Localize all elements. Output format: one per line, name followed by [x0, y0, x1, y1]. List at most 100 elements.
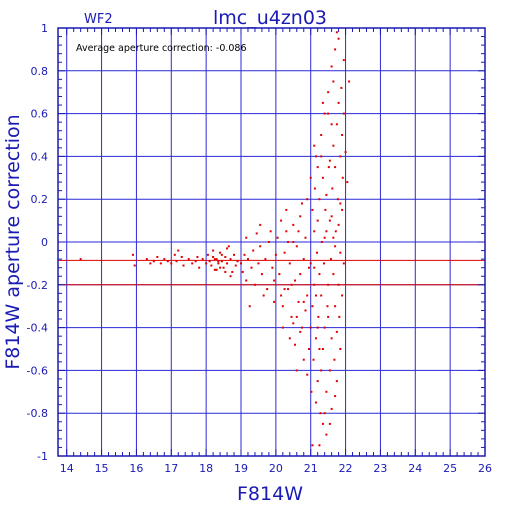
data-point: [322, 262, 325, 265]
data-point: [205, 262, 208, 265]
data-point: [226, 262, 229, 265]
data-point: [330, 407, 333, 410]
data-point: [344, 151, 347, 154]
data-point: [212, 249, 215, 252]
annotation-text: Average aperture correction: -0.086: [76, 43, 247, 54]
data-point: [79, 258, 82, 261]
data-point: [266, 288, 269, 291]
data-point: [325, 433, 328, 436]
data-point: [321, 176, 324, 179]
data-point: [245, 236, 248, 239]
data-point: [338, 315, 341, 318]
data-point: [335, 330, 338, 333]
chart-subtitle: WF2: [84, 12, 113, 27]
x-axis-label: F814W: [237, 483, 303, 505]
data-point: [269, 230, 272, 233]
data-point: [320, 294, 323, 297]
data-point: [201, 258, 204, 261]
data-point: [337, 101, 340, 104]
data-point: [177, 249, 180, 252]
data-point: [292, 223, 295, 226]
data-point: [273, 300, 276, 303]
data-point: [339, 348, 342, 350]
data-point: [340, 86, 343, 89]
data-point: [307, 266, 310, 269]
data-point: [334, 48, 337, 51]
data-point: [196, 255, 199, 258]
data-point: [325, 193, 328, 196]
data-points: [79, 31, 351, 447]
data-point: [222, 266, 225, 269]
data-point: [234, 264, 237, 267]
data-point: [226, 247, 229, 250]
data-point: [339, 202, 342, 205]
x-tick-label: 19: [234, 462, 248, 475]
data-point: [312, 358, 315, 361]
data-point: [163, 258, 166, 261]
data-point: [294, 279, 297, 282]
data-point: [215, 258, 218, 261]
x-tick-label: 17: [164, 462, 178, 475]
data-point: [224, 255, 227, 258]
plot-frame: [57, 27, 486, 457]
data-point: [156, 255, 159, 258]
data-point: [309, 326, 312, 329]
data-point: [318, 273, 321, 276]
data-point: [299, 330, 302, 333]
data-point: [246, 258, 249, 261]
data-point: [236, 260, 239, 263]
data-point: [290, 315, 293, 318]
data-point: [323, 326, 326, 329]
data-point: [287, 288, 290, 291]
data-point: [311, 305, 314, 308]
data-point: [327, 112, 330, 115]
data-point: [330, 337, 333, 340]
data-point: [297, 300, 300, 303]
data-point: [224, 270, 227, 273]
data-point: [262, 294, 265, 297]
data-point: [215, 268, 218, 271]
data-point: [313, 266, 316, 269]
data-point: [321, 348, 324, 350]
data-point: [314, 155, 317, 158]
data-point: [273, 279, 276, 282]
y-tick-label: -0.6: [27, 364, 48, 377]
data-point: [319, 412, 322, 415]
data-point: [133, 264, 136, 267]
data-point: [281, 326, 284, 329]
data-point: [299, 273, 302, 276]
y-tick-label: 0.6: [31, 108, 49, 121]
x-tick-label: 26: [478, 462, 492, 475]
data-point: [271, 266, 274, 269]
x-tick-label: 20: [269, 462, 283, 475]
data-point: [294, 343, 297, 346]
data-point: [334, 245, 337, 248]
data-point: [316, 166, 319, 169]
data-point: [198, 266, 201, 269]
data-point: [334, 230, 337, 233]
data-point: [287, 241, 290, 243]
data-point: [304, 309, 307, 312]
data-point: [341, 134, 344, 136]
data-point: [213, 258, 216, 261]
data-point: [297, 230, 300, 233]
data-point: [330, 123, 333, 126]
data-point: [318, 348, 321, 350]
data-point: [175, 260, 178, 263]
data-point: [328, 159, 331, 162]
data-point: [306, 373, 309, 376]
y-tick-label: -0.4: [27, 322, 48, 335]
x-tick-label: 23: [373, 462, 387, 475]
data-point: [341, 294, 344, 297]
data-point: [329, 258, 332, 261]
data-point: [328, 219, 331, 222]
data-point: [212, 255, 215, 258]
data-point: [327, 166, 330, 169]
data-point: [194, 260, 197, 263]
data-point: [285, 230, 288, 233]
data-point: [320, 134, 323, 136]
data-point: [307, 348, 310, 350]
data-point: [260, 273, 263, 276]
